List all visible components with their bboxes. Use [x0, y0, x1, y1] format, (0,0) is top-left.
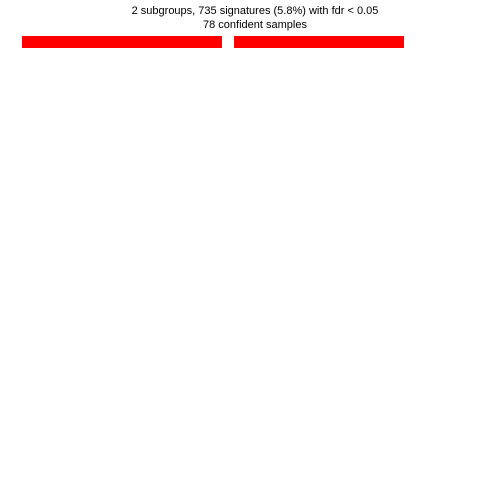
title-line1: 2 subgroups, 735 signatures (5.8%) with …	[100, 4, 410, 18]
anno-p1	[22, 36, 222, 48]
chart-title: 2 subgroups, 735 signatures (5.8%) with …	[100, 4, 410, 33]
title-line2: 78 confident samples	[100, 18, 410, 32]
anno-p1	[234, 36, 404, 48]
